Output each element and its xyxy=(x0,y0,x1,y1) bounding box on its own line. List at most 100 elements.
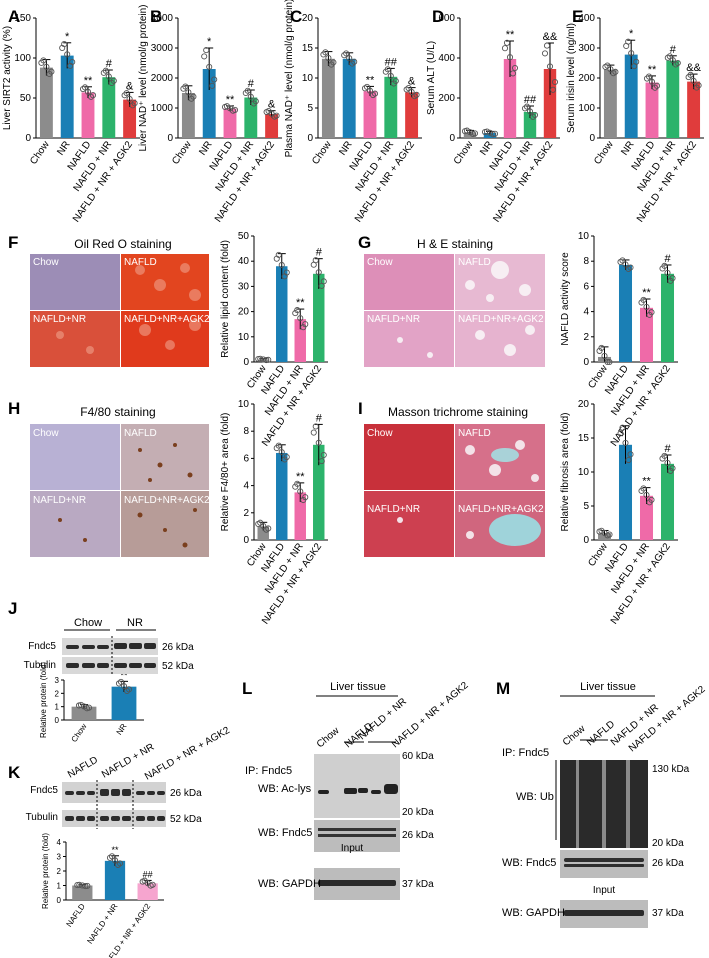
panel-label-k: K xyxy=(8,763,21,782)
panel-label-i: I xyxy=(358,399,363,418)
data-point xyxy=(511,64,519,72)
y-axis-label: Relative lipid content (fold) xyxy=(220,240,231,358)
y-axis-label: Serum irisin level (ng/ml) xyxy=(566,23,577,133)
vacuoles xyxy=(397,440,539,539)
significance-label: ** xyxy=(366,74,375,86)
tile-label: NAFLD+NR+AGK2 xyxy=(124,314,210,325)
bar xyxy=(111,686,137,720)
input-label: Input xyxy=(341,843,363,854)
panel-label-f: F xyxy=(8,233,18,252)
significance-label: ** xyxy=(642,476,651,488)
bar xyxy=(313,273,325,362)
panel-label-m: M xyxy=(496,679,510,698)
data-point xyxy=(87,93,95,100)
kda-label: 26 kDa xyxy=(402,830,434,841)
data-point xyxy=(546,63,554,70)
data-point xyxy=(257,519,264,526)
data-point xyxy=(89,92,97,99)
x-tick-label: NR xyxy=(478,139,495,157)
data-point xyxy=(648,78,656,85)
bar xyxy=(639,495,654,540)
data-point xyxy=(619,424,626,431)
data-point xyxy=(607,66,614,73)
significance-label: && xyxy=(543,31,558,43)
tile-label: NAFLD+NR xyxy=(33,314,86,325)
significance-label: ## xyxy=(524,94,537,106)
micrograph-tile-nafld-nr-agk2 xyxy=(455,311,545,367)
y-axis-label: Liver SIRT2 activity (%) xyxy=(2,26,13,130)
tile-label: NAFLD xyxy=(458,428,491,439)
y-tick-label: 6 xyxy=(243,453,249,464)
data-point xyxy=(598,344,605,351)
data-point xyxy=(203,47,210,54)
data-point xyxy=(318,458,325,465)
tile-label: NAFLD+NR+AGK2 xyxy=(458,504,544,515)
data-point xyxy=(105,73,112,80)
y-tick-label: 2000 xyxy=(151,73,174,84)
lipid-droplets xyxy=(56,263,201,354)
data-point xyxy=(664,459,671,467)
y-tick-label: 4000 xyxy=(151,13,174,24)
blot-strip xyxy=(62,638,158,655)
bar xyxy=(597,533,612,540)
micrograph-tile-nafld-nr xyxy=(30,491,120,557)
data-point xyxy=(366,87,374,94)
y-tick-label: 0 xyxy=(583,357,589,368)
data-point xyxy=(300,496,307,504)
input-label: Input xyxy=(593,885,615,896)
bar xyxy=(660,273,675,362)
data-point xyxy=(64,51,71,58)
tile-label: Chow xyxy=(367,257,393,268)
micrograph-f: Oil Red O staining Chow NAFLD NAFLD+NR N… xyxy=(30,237,210,367)
data-point xyxy=(523,103,531,110)
significance-label: # xyxy=(106,58,113,70)
kda-label: 20 kDa xyxy=(402,807,434,818)
micrograph-g: H & E staining Chow NAFLD NAFLD+NR NAFLD… xyxy=(364,237,545,367)
bar xyxy=(81,92,95,138)
y-tick-label: 10 xyxy=(578,467,590,478)
panel-label-a: A xyxy=(8,7,20,26)
data-point xyxy=(664,269,671,276)
panel-label-l: L xyxy=(242,679,252,698)
significance-label: # xyxy=(248,78,255,90)
data-point xyxy=(601,529,608,536)
data-point xyxy=(646,311,653,318)
significance-label: ** xyxy=(296,471,305,483)
y-tick-label: 10 xyxy=(302,73,314,84)
tile-label: Chow xyxy=(33,428,59,439)
data-point xyxy=(322,49,329,56)
bar xyxy=(223,108,237,138)
y-tick-label: 40 xyxy=(238,256,250,267)
bar xyxy=(244,97,258,138)
kda-label: 52 kDa xyxy=(162,661,194,672)
y-axis-label: Relative protein (fold) xyxy=(39,662,48,738)
data-point xyxy=(653,82,661,89)
bar xyxy=(687,81,701,138)
tile-label: NAFLD+NR xyxy=(367,504,420,515)
data-point xyxy=(643,491,650,499)
y-tick-label: 2 xyxy=(57,867,62,876)
tile-label: NAFLD+NR xyxy=(367,314,420,325)
bar xyxy=(405,92,419,138)
data-point xyxy=(667,277,674,284)
blot-group-label: NAFLD + NR + AGK2 xyxy=(390,680,471,751)
data-point xyxy=(411,93,418,100)
bar xyxy=(104,860,126,900)
data-point xyxy=(596,347,603,354)
data-point xyxy=(509,70,517,77)
y-tick-label: 3000 xyxy=(151,43,174,54)
data-point xyxy=(349,60,356,67)
data-point xyxy=(610,70,617,77)
bar xyxy=(202,69,216,138)
data-point xyxy=(341,52,348,59)
data-point xyxy=(325,55,332,62)
y-tick-label: 0 xyxy=(57,896,62,905)
data-point xyxy=(292,310,299,317)
significance-label: # xyxy=(664,443,671,455)
data-point xyxy=(244,87,251,94)
x-tick-label: Chow xyxy=(452,139,476,167)
data-point xyxy=(646,499,653,506)
kda-label: 60 kDa xyxy=(402,751,434,762)
data-point xyxy=(117,678,125,685)
